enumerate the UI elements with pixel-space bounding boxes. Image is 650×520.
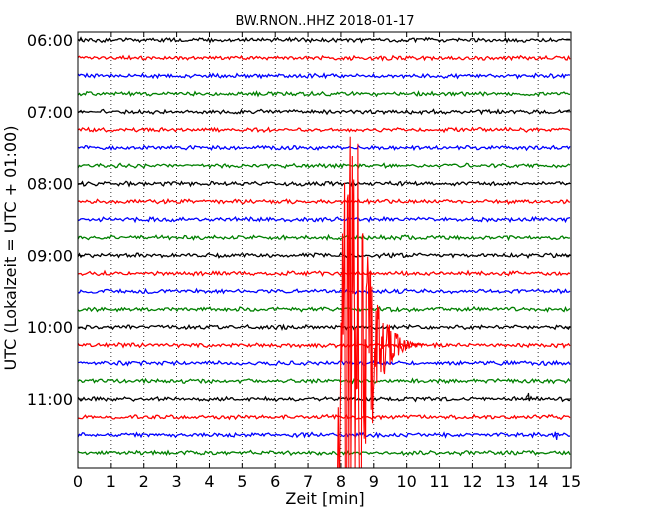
x-tick-label: 5	[237, 472, 247, 491]
x-tick-label: 7	[303, 472, 313, 491]
event-traces	[337, 136, 558, 469]
y-tick-label: 09:00	[27, 246, 73, 265]
trace-06:45	[77, 90, 571, 98]
y-axis-label: UTC (Lokalzeit = UTC + 01:00)	[1, 126, 20, 371]
plot-frame	[77, 31, 572, 469]
y-tick-label: 08:00	[27, 175, 73, 194]
x-tick-label: 14	[528, 472, 548, 491]
trace-09:15	[77, 269, 571, 277]
x-tick-label: 15	[561, 472, 581, 491]
trace-11:45	[77, 449, 571, 457]
x-tick-label: 8	[336, 472, 346, 491]
trace-09:00	[77, 251, 571, 259]
trace-11:00	[77, 395, 571, 403]
x-tick-label: 13	[495, 472, 515, 491]
x-tick-label: 3	[172, 472, 182, 491]
y-tick-label: 11:00	[27, 390, 73, 409]
y-axis-ticks: 06:00 07:00 08:00 09:00 10:00 11:00	[27, 31, 571, 409]
trace-10:15	[77, 341, 571, 349]
trace-07:30	[77, 144, 571, 152]
y-tick-label: 10:00	[27, 318, 73, 337]
x-tick-label: 1	[106, 472, 116, 491]
event-11:30	[554, 431, 558, 441]
grid-lines	[110, 32, 539, 468]
trace-10:45	[77, 377, 571, 385]
x-tick-label: 12	[462, 472, 482, 491]
x-tick-label: 10	[396, 472, 416, 491]
x-axis-label: Zeit [min]	[285, 489, 364, 508]
trace-07:00	[77, 108, 571, 116]
x-axis-ticks: 0 1 2 3 4 5 6 7 8 9 10 11 12 13 14 15	[73, 32, 581, 491]
trace-06:15	[77, 54, 571, 62]
trace-10:30	[77, 359, 571, 367]
chart-title: BW.RNON..HHZ 2018-01-17	[235, 14, 414, 29]
trace-11:15	[77, 413, 571, 421]
trace-08:00	[77, 180, 571, 188]
x-tick-label: 11	[429, 472, 449, 491]
trace-07:45	[77, 162, 571, 170]
trace-09:45	[77, 305, 571, 313]
x-tick-label: 0	[73, 472, 83, 491]
y-tick-label: 07:00	[27, 103, 73, 122]
x-tick-label: 2	[139, 472, 149, 491]
trace-lines	[77, 36, 571, 457]
event-10:15	[337, 136, 424, 469]
event-11:00	[524, 392, 531, 402]
trace-07:15	[77, 126, 571, 134]
trace-08:15	[77, 198, 571, 206]
x-tick-label: 6	[270, 472, 280, 491]
trace-06:30	[77, 72, 571, 80]
trace-06:00	[77, 36, 571, 44]
trace-08:30	[77, 215, 571, 224]
x-tick-label: 9	[369, 472, 379, 491]
trace-09:30	[77, 287, 571, 295]
trace-10:00	[77, 323, 571, 331]
y-tick-label: 06:00	[27, 31, 73, 50]
x-tick-label: 4	[204, 472, 214, 491]
trace-08:45	[77, 233, 571, 242]
trace-11:30	[77, 431, 571, 439]
